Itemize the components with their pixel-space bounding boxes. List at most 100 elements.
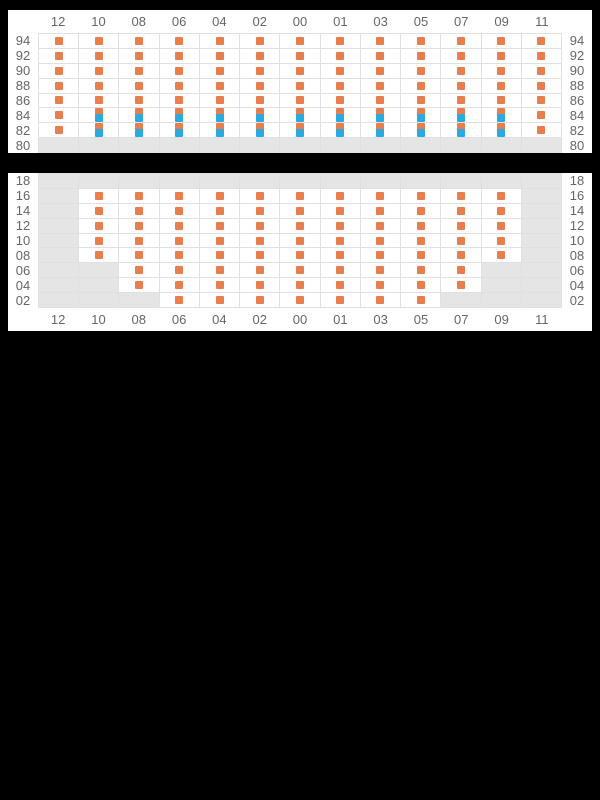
seat[interactable] xyxy=(95,222,103,230)
seat[interactable] xyxy=(457,82,465,90)
seat-cell[interactable] xyxy=(240,34,280,49)
seat[interactable] xyxy=(135,251,143,259)
seat-cell[interactable] xyxy=(361,189,401,204)
seat[interactable] xyxy=(256,114,264,122)
seat-cell[interactable] xyxy=(240,64,280,79)
seat-cell[interactable] xyxy=(240,234,280,249)
seat-cell[interactable] xyxy=(200,263,240,278)
seat[interactable] xyxy=(376,251,384,259)
seat-cell[interactable] xyxy=(361,234,401,249)
seat-cell[interactable] xyxy=(160,64,200,79)
seat-cell[interactable] xyxy=(160,189,200,204)
seat[interactable] xyxy=(216,222,224,230)
seat-cell[interactable] xyxy=(160,79,200,94)
seat[interactable] xyxy=(256,37,264,45)
seat[interactable] xyxy=(175,207,183,215)
seat[interactable] xyxy=(537,126,545,134)
seat-cell[interactable] xyxy=(119,94,159,109)
seat-cell[interactable] xyxy=(200,94,240,109)
seat[interactable] xyxy=(135,37,143,45)
seat-cell[interactable] xyxy=(280,79,320,94)
seat[interactable] xyxy=(376,266,384,274)
seat-cell[interactable] xyxy=(39,108,79,123)
seat-cell[interactable] xyxy=(482,189,522,204)
seat[interactable] xyxy=(95,52,103,60)
seat-cell[interactable] xyxy=(280,64,320,79)
seat-cell[interactable] xyxy=(401,108,441,123)
seat[interactable] xyxy=(376,129,384,137)
seat[interactable] xyxy=(55,37,63,45)
seat-cell[interactable] xyxy=(160,204,200,219)
seat[interactable] xyxy=(296,251,304,259)
seat[interactable] xyxy=(457,192,465,200)
seat[interactable] xyxy=(216,67,224,75)
seat[interactable] xyxy=(457,266,465,274)
seat-cell[interactable] xyxy=(441,189,481,204)
seat-cell[interactable] xyxy=(482,34,522,49)
seat[interactable] xyxy=(417,296,425,304)
seat[interactable] xyxy=(457,67,465,75)
seat[interactable] xyxy=(336,82,344,90)
seat[interactable] xyxy=(296,96,304,104)
seat-cell[interactable] xyxy=(79,34,119,49)
seat[interactable] xyxy=(417,52,425,60)
seat[interactable] xyxy=(336,129,344,137)
seat-cell[interactable] xyxy=(482,248,522,263)
seat-cell[interactable] xyxy=(160,219,200,234)
seat-cell[interactable] xyxy=(39,123,79,138)
seat-cell[interactable] xyxy=(280,108,320,123)
seat-cell[interactable] xyxy=(200,278,240,293)
seat[interactable] xyxy=(135,192,143,200)
seat[interactable] xyxy=(95,96,103,104)
seat-cell[interactable] xyxy=(79,189,119,204)
seat-cell[interactable] xyxy=(401,123,441,138)
seat[interactable] xyxy=(417,237,425,245)
seat[interactable] xyxy=(135,114,143,122)
seat[interactable] xyxy=(256,266,264,274)
seat-cell[interactable] xyxy=(39,79,79,94)
seat[interactable] xyxy=(336,192,344,200)
seat[interactable] xyxy=(336,52,344,60)
seat-cell[interactable] xyxy=(280,293,320,308)
seat[interactable] xyxy=(95,192,103,200)
seat-cell[interactable] xyxy=(482,123,522,138)
seat[interactable] xyxy=(376,52,384,60)
seat-cell[interactable] xyxy=(401,263,441,278)
seat-cell[interactable] xyxy=(401,94,441,109)
seat[interactable] xyxy=(95,82,103,90)
seat[interactable] xyxy=(457,237,465,245)
seat-cell[interactable] xyxy=(240,263,280,278)
seat[interactable] xyxy=(95,37,103,45)
seat-cell[interactable] xyxy=(280,278,320,293)
seat-cell[interactable] xyxy=(321,34,361,49)
seat[interactable] xyxy=(457,281,465,289)
seat-cell[interactable] xyxy=(321,278,361,293)
seat-cell[interactable] xyxy=(160,108,200,123)
seat-cell[interactable] xyxy=(200,79,240,94)
seat-cell[interactable] xyxy=(79,79,119,94)
seat-cell[interactable] xyxy=(321,204,361,219)
seat-cell[interactable] xyxy=(160,94,200,109)
seat[interactable] xyxy=(135,207,143,215)
seat[interactable] xyxy=(216,114,224,122)
seat-cell[interactable] xyxy=(200,234,240,249)
seat[interactable] xyxy=(256,222,264,230)
seat[interactable] xyxy=(417,82,425,90)
seat[interactable] xyxy=(376,37,384,45)
seat[interactable] xyxy=(296,67,304,75)
seat[interactable] xyxy=(135,96,143,104)
seat-cell[interactable] xyxy=(401,34,441,49)
seat-cell[interactable] xyxy=(200,219,240,234)
seat[interactable] xyxy=(256,237,264,245)
seat-cell[interactable] xyxy=(321,79,361,94)
seat[interactable] xyxy=(175,67,183,75)
seat-cell[interactable] xyxy=(401,278,441,293)
seat[interactable] xyxy=(216,266,224,274)
seat-cell[interactable] xyxy=(119,248,159,263)
seat-cell[interactable] xyxy=(321,248,361,263)
seat[interactable] xyxy=(376,67,384,75)
seat-cell[interactable] xyxy=(441,64,481,79)
seat-cell[interactable] xyxy=(361,64,401,79)
seat[interactable] xyxy=(296,207,304,215)
seat-cell[interactable] xyxy=(441,234,481,249)
